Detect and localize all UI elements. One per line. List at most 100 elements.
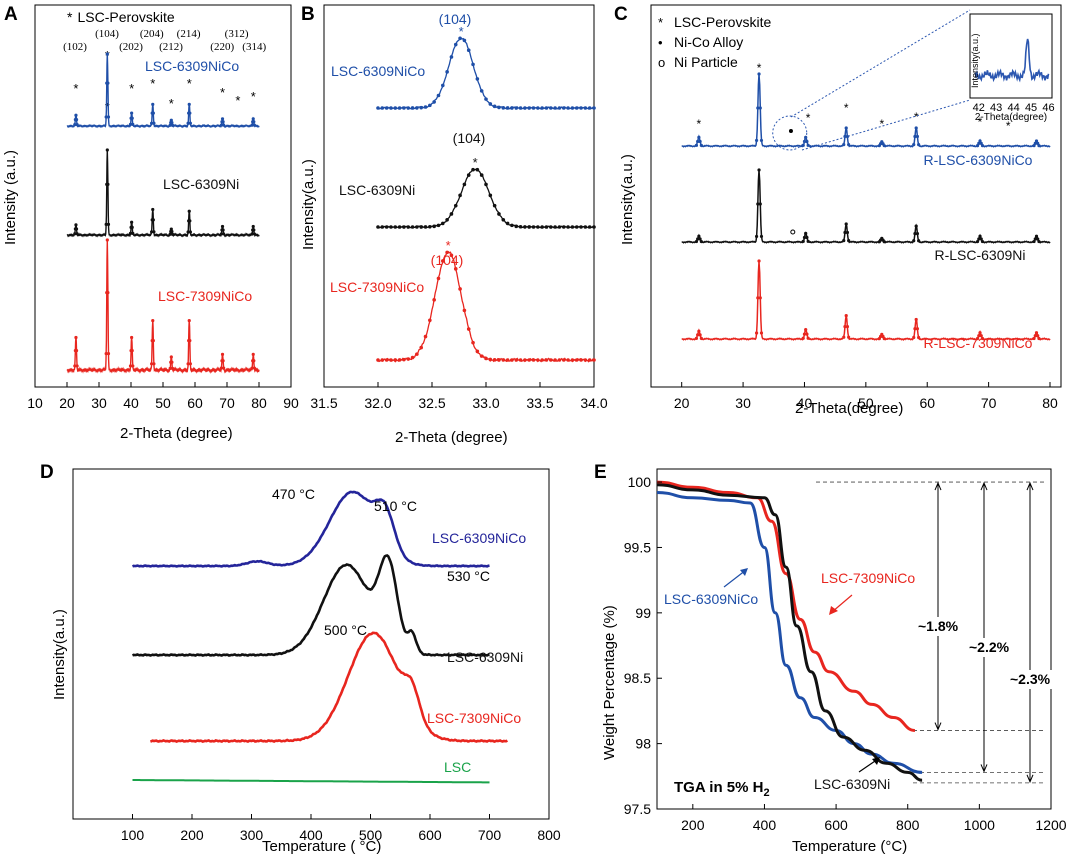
panel-a-x-tick-label: 50 — [155, 395, 171, 411]
data-point — [1034, 331, 1039, 335]
data-point — [130, 220, 134, 224]
data-point — [557, 106, 562, 110]
data-point — [219, 123, 223, 127]
data-point — [168, 366, 172, 370]
panel-b: LSC-6309NiCo(104)*LSC-6309Ni(104)*LSC-73… — [300, 4, 608, 446]
perovskite-star-marker: * — [879, 117, 884, 131]
data-point — [445, 70, 449, 74]
mass-loss-label-bg — [967, 638, 1015, 657]
data-point — [130, 116, 134, 120]
panel-a-legend: * LSC-Perovskite — [67, 9, 175, 25]
alloy-dot-marker — [788, 129, 793, 133]
data-point — [488, 357, 493, 362]
data-point — [74, 117, 79, 122]
data-point — [544, 225, 549, 229]
panel-b-x-tick-label: 31.5 — [310, 395, 337, 411]
xrd-zoom-curve-LSC-7309NiCo — [377, 250, 595, 363]
data-point — [445, 218, 449, 222]
data-point — [397, 225, 402, 229]
data-point — [694, 239, 699, 244]
data-point — [415, 106, 419, 110]
panel-e-x-tick-label: 800 — [896, 817, 920, 833]
data-point — [150, 121, 154, 125]
data-point — [980, 336, 985, 341]
data-point — [912, 335, 916, 340]
panel-e-ylabel: Weight Percentage (%) — [601, 605, 618, 760]
data-point — [151, 338, 155, 343]
perovskite-star-marker: * — [169, 96, 174, 111]
data-point — [914, 126, 918, 130]
data-point — [73, 364, 77, 368]
data-point — [128, 364, 133, 368]
perovskite-star-marker: * — [251, 89, 256, 104]
data-point — [151, 207, 155, 212]
data-point — [453, 267, 458, 271]
data-point — [544, 358, 549, 362]
xrd-curve-LSC-7309NiCo — [66, 240, 260, 374]
data-point — [845, 325, 850, 329]
data-point — [453, 203, 458, 208]
data-point — [979, 334, 983, 338]
data-point — [389, 106, 393, 110]
panel-b-ylabel: Intensity(a.u.) — [300, 159, 317, 250]
data-point — [696, 139, 700, 144]
data-point — [501, 358, 506, 362]
data-point — [975, 336, 980, 341]
legend-marker: o — [658, 55, 665, 70]
data-point — [758, 106, 762, 110]
data-point — [536, 225, 540, 229]
panel-a-x-tick-label: 20 — [59, 395, 75, 411]
data-point — [497, 358, 501, 362]
data-point — [757, 168, 761, 172]
perovskite-star-marker: * — [1006, 119, 1011, 133]
panel-d: LSC-6309NiCo LSC-6309Ni LSC-7309NiCo LSC 47… — [51, 468, 561, 855]
tpr-curve-LSC-6309NiCo — [132, 490, 490, 568]
data-point — [514, 106, 519, 110]
data-point — [479, 89, 484, 93]
data-point — [128, 122, 133, 126]
data-point — [410, 225, 415, 229]
panel-e-y-tick-label: 97.5 — [624, 801, 651, 817]
series-pointer-arrowhead — [872, 757, 880, 765]
data-point — [402, 106, 406, 110]
data-point — [587, 106, 592, 110]
data-point — [531, 358, 536, 362]
perovskite-star-marker: * — [459, 24, 464, 39]
panel-label-d: D — [40, 462, 54, 483]
zoom-guide-line — [801, 99, 971, 151]
xrd-curve-R-LSC-6309NiCo — [681, 74, 1051, 148]
data-point — [544, 106, 549, 110]
data-point — [592, 358, 596, 362]
peak-temperature-annotation: 530 °C — [447, 568, 490, 584]
data-point — [579, 225, 583, 229]
data-point — [74, 227, 79, 231]
data-point — [186, 121, 190, 125]
data-point — [106, 81, 110, 85]
data-point — [699, 143, 703, 147]
data-point — [553, 106, 557, 110]
data-point — [510, 358, 514, 362]
data-point — [187, 209, 191, 213]
data-point — [754, 234, 759, 239]
data-point — [574, 225, 579, 229]
tpr-curve-LSC — [132, 779, 490, 784]
xrd-curve-R-LSC-6309Ni — [681, 170, 1051, 244]
data-point — [1037, 144, 1041, 148]
miller-index-label: (312) — [225, 28, 249, 40]
panel-e-x-tick-label: 1000 — [964, 817, 995, 833]
data-point — [441, 83, 445, 88]
data-point — [462, 182, 467, 187]
data-point — [393, 225, 398, 229]
data-point — [187, 319, 191, 323]
data-point — [694, 336, 699, 340]
data-point — [406, 106, 411, 110]
data-point — [549, 225, 553, 229]
data-point — [462, 38, 467, 43]
data-point — [1034, 139, 1039, 143]
data-point — [423, 334, 428, 339]
panel-e-frame — [656, 468, 1052, 810]
data-point — [1033, 237, 1037, 241]
data-point — [801, 336, 805, 340]
data-point — [843, 230, 847, 235]
data-point — [73, 232, 77, 236]
